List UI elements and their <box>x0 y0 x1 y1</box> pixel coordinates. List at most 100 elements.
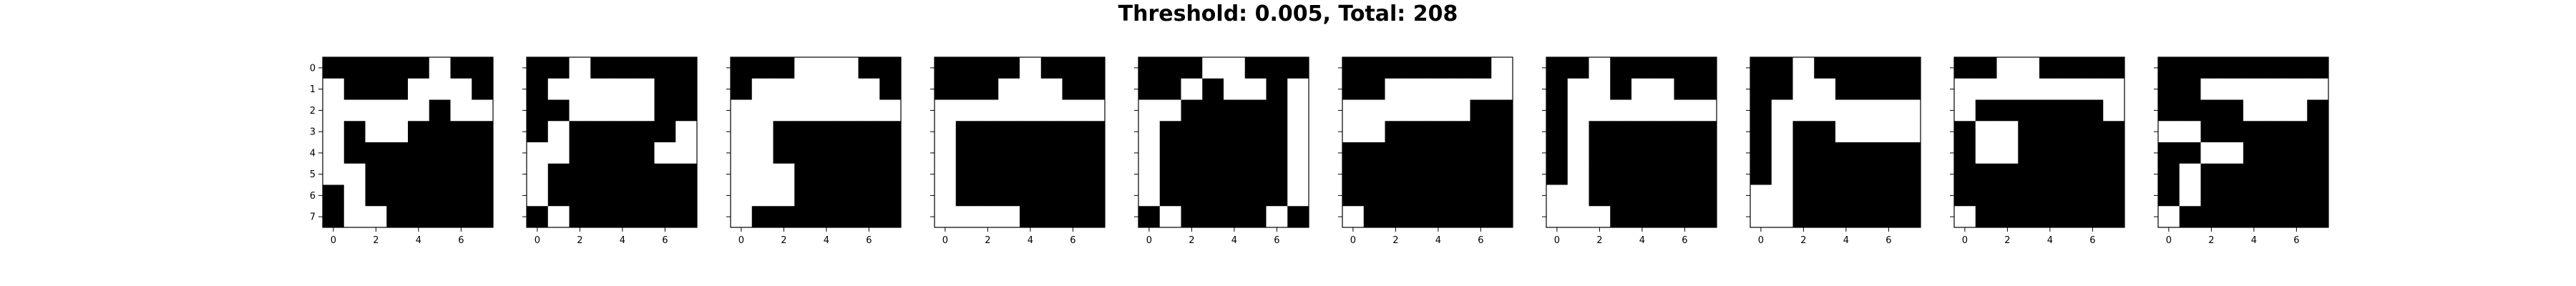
cell-r1-c0 <box>1750 78 1772 100</box>
cell-r5-c3 <box>590 163 613 185</box>
cell-r0-c1 <box>1771 57 1793 79</box>
cell-r7-c7 <box>879 206 902 228</box>
cell-r5-c7 <box>1287 163 1309 185</box>
cell-r6-c6 <box>1062 184 1084 207</box>
cell-r7-c3 <box>794 206 816 228</box>
cell-r4-c2 <box>1792 142 1815 164</box>
cell-r3-c5 <box>2264 121 2286 143</box>
cell-r5-c1 <box>751 163 774 185</box>
x-tick-label: 6 <box>1682 235 1687 246</box>
cell-r3-c0 <box>1954 121 1976 143</box>
cell-r3-c4 <box>1224 121 1246 143</box>
cell-r3-c2 <box>977 121 999 143</box>
cell-r6-c7 <box>1491 184 1513 207</box>
cell-r0-c1 <box>1159 57 1181 79</box>
cell-r4-c4 <box>1020 142 1042 164</box>
cell-r6-c3 <box>2018 184 2040 207</box>
cell-r6-c3 <box>1202 184 1224 207</box>
cell-r1-c0 <box>2158 78 2180 100</box>
cell-r0-c4 <box>1224 57 1246 79</box>
cell-r7-c7 <box>472 206 494 228</box>
cell-r6-c2 <box>2200 184 2223 207</box>
cell-r6-c7 <box>675 184 698 207</box>
cell-r3-c4 <box>408 121 430 143</box>
cell-r0-c2 <box>569 57 591 79</box>
cell-r5-c2 <box>1589 163 1611 185</box>
x-tick-label: 6 <box>1070 235 1075 246</box>
cell-r4-c7 <box>675 142 698 164</box>
x-tick-label: 0 <box>1350 235 1356 246</box>
cell-r2-c4 <box>1224 99 1246 122</box>
cell-r5-c3 <box>2222 163 2244 185</box>
cell-r5-c4 <box>1020 163 1042 185</box>
cell-r1-c1 <box>343 78 366 100</box>
cell-r0-c1 <box>547 57 570 79</box>
cell-r6-c1 <box>751 184 774 207</box>
cell-r7-c1 <box>1159 206 1181 228</box>
cell-r3-c0 <box>1342 121 1365 143</box>
x-tick-label: 2 <box>577 235 582 246</box>
cell-r1-c1 <box>2179 78 2201 100</box>
cell-r6-c5 <box>1448 184 1470 207</box>
cell-r2-c3 <box>2018 99 2040 122</box>
cell-r6-c5 <box>1652 184 1674 207</box>
cell-r6-c2 <box>977 184 999 207</box>
cell-r4-c5 <box>633 142 655 164</box>
cell-r7-c2 <box>1589 206 1611 228</box>
cell-r7-c0 <box>1342 206 1365 228</box>
cell-r0-c0 <box>1750 57 1772 79</box>
cell-r7-c7 <box>1287 206 1309 228</box>
cell-r6-c5 <box>1244 184 1267 207</box>
cell-r7-c7 <box>1899 206 1921 228</box>
cell-r4-c1 <box>1363 142 1385 164</box>
cell-r7-c1 <box>1975 206 1997 228</box>
cell-r3-c4 <box>1428 121 1450 143</box>
x-tick-label: 0 <box>1554 235 1560 246</box>
cell-r2-c5 <box>1244 99 1267 122</box>
cell-r4-c2 <box>569 142 591 164</box>
cell-r4-c4 <box>1224 142 1246 164</box>
cell-r3-c2 <box>1996 121 2019 143</box>
cell-r0-c0 <box>1342 57 1365 79</box>
cell-r0-c0 <box>323 57 345 79</box>
cell-r4-c4 <box>816 142 838 164</box>
cell-r2-c6 <box>858 99 880 122</box>
cell-r4-c4 <box>1631 142 1654 164</box>
y-tick-label: 0 <box>310 63 316 74</box>
cell-r2-c7 <box>879 99 902 122</box>
cell-r2-c6 <box>2285 99 2308 122</box>
cell-r3-c5 <box>429 121 451 143</box>
cell-r3-c7 <box>1287 121 1309 143</box>
cell-r4-c3 <box>1202 142 1224 164</box>
cell-r1-c0 <box>731 78 753 100</box>
cell-r6-c7 <box>1899 184 1921 207</box>
x-tick-label: 2 <box>1189 235 1194 246</box>
cell-r7-c0 <box>1750 206 1772 228</box>
x-tick-label: 6 <box>1274 235 1279 246</box>
cell-r3-c1 <box>751 121 774 143</box>
cell-r3-c7 <box>1695 121 1717 143</box>
cell-r0-c3 <box>2222 57 2244 79</box>
cell-r5-c7 <box>2307 163 2329 185</box>
heatmap-panel-6: 0 2 4 6 <box>1338 56 1513 246</box>
cell-r5-c1 <box>1567 163 1589 185</box>
axes-frame <box>322 56 494 228</box>
cell-r2-c5 <box>836 99 859 122</box>
cell-r5-c6 <box>450 163 472 185</box>
cell-r6-c7 <box>1083 184 1106 207</box>
cell-r7-c5 <box>1040 206 1063 228</box>
cell-r2-c1 <box>2179 99 2201 122</box>
cell-r6-c3 <box>1814 184 1836 207</box>
cell-r5-c6 <box>1470 163 1492 185</box>
x-tick-label: 6 <box>866 235 872 246</box>
cell-r6-c6 <box>2285 184 2308 207</box>
cell-r5-c0 <box>2158 163 2180 185</box>
cell-r7-c3 <box>1814 206 1836 228</box>
cell-r3-c4 <box>1835 121 1858 143</box>
cell-r4-c7 <box>1083 142 1106 164</box>
cell-r3-c6 <box>1062 121 1084 143</box>
cell-r1-c2 <box>1589 78 1611 100</box>
x-tick-label: 4 <box>1843 235 1849 246</box>
axes-frame <box>1342 56 1513 228</box>
cell-r0-c7 <box>879 57 902 79</box>
